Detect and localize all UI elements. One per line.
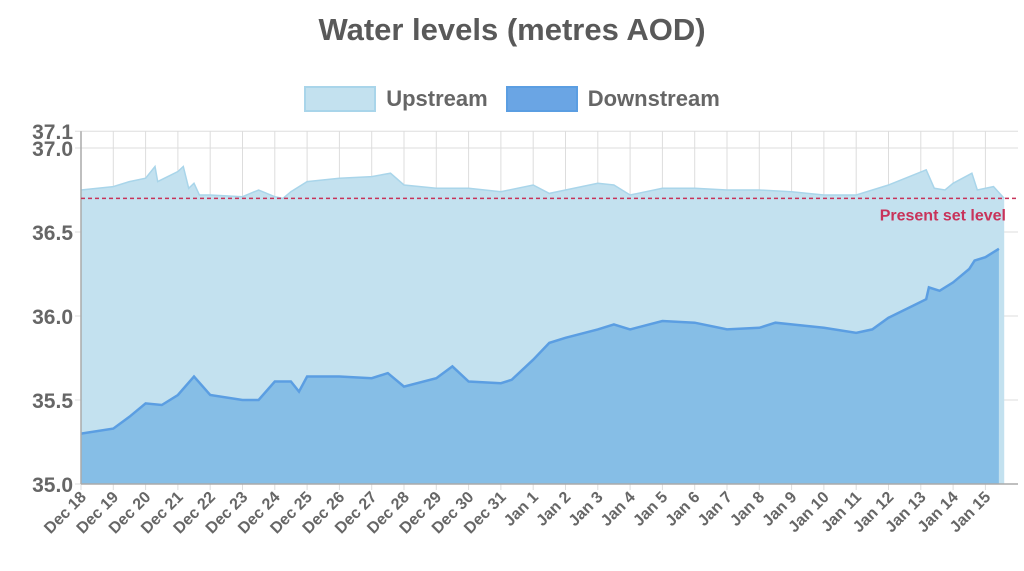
y-tick-label: 37.0 [32, 138, 73, 161]
chart-title: Water levels (metres AOD) [318, 12, 706, 47]
present-set-level-label: Present set level [880, 207, 1006, 224]
legend-item-upstream[interactable]: Upstream [304, 86, 488, 112]
y-tick-label: 36.5 [32, 222, 73, 245]
y-tick-label: 37.1 [32, 121, 73, 144]
x-tick-label: Jan 6 [663, 489, 704, 530]
legend: Upstream Downstream [0, 86, 1024, 112]
legend-label-downstream: Downstream [587, 86, 720, 111]
legend-label-upstream: Upstream [386, 86, 488, 111]
x-tick-label: Jan 2 [533, 489, 574, 530]
x-tick-label: Jan 5 [630, 489, 671, 530]
area-downstream [81, 248, 999, 484]
x-tick-label: Jan 8 [727, 489, 768, 530]
x-tick-label: Jan 1 [501, 489, 542, 530]
x-tick-label: Jan 7 [695, 489, 736, 530]
x-tick-label: Jan 3 [566, 489, 607, 530]
y-tick-label: 35.0 [32, 474, 73, 497]
line-upstream [80, 164, 1005, 200]
y-tick-label: 35.5 [32, 390, 73, 413]
legend-swatch-upstream [304, 86, 377, 112]
y-tick-label: 36.0 [32, 306, 73, 329]
x-tick-label: Jan 4 [598, 489, 639, 530]
legend-item-downstream[interactable]: Downstream [505, 86, 720, 112]
line-downstream [80, 247, 1000, 435]
legend-swatch-downstream [505, 86, 578, 112]
